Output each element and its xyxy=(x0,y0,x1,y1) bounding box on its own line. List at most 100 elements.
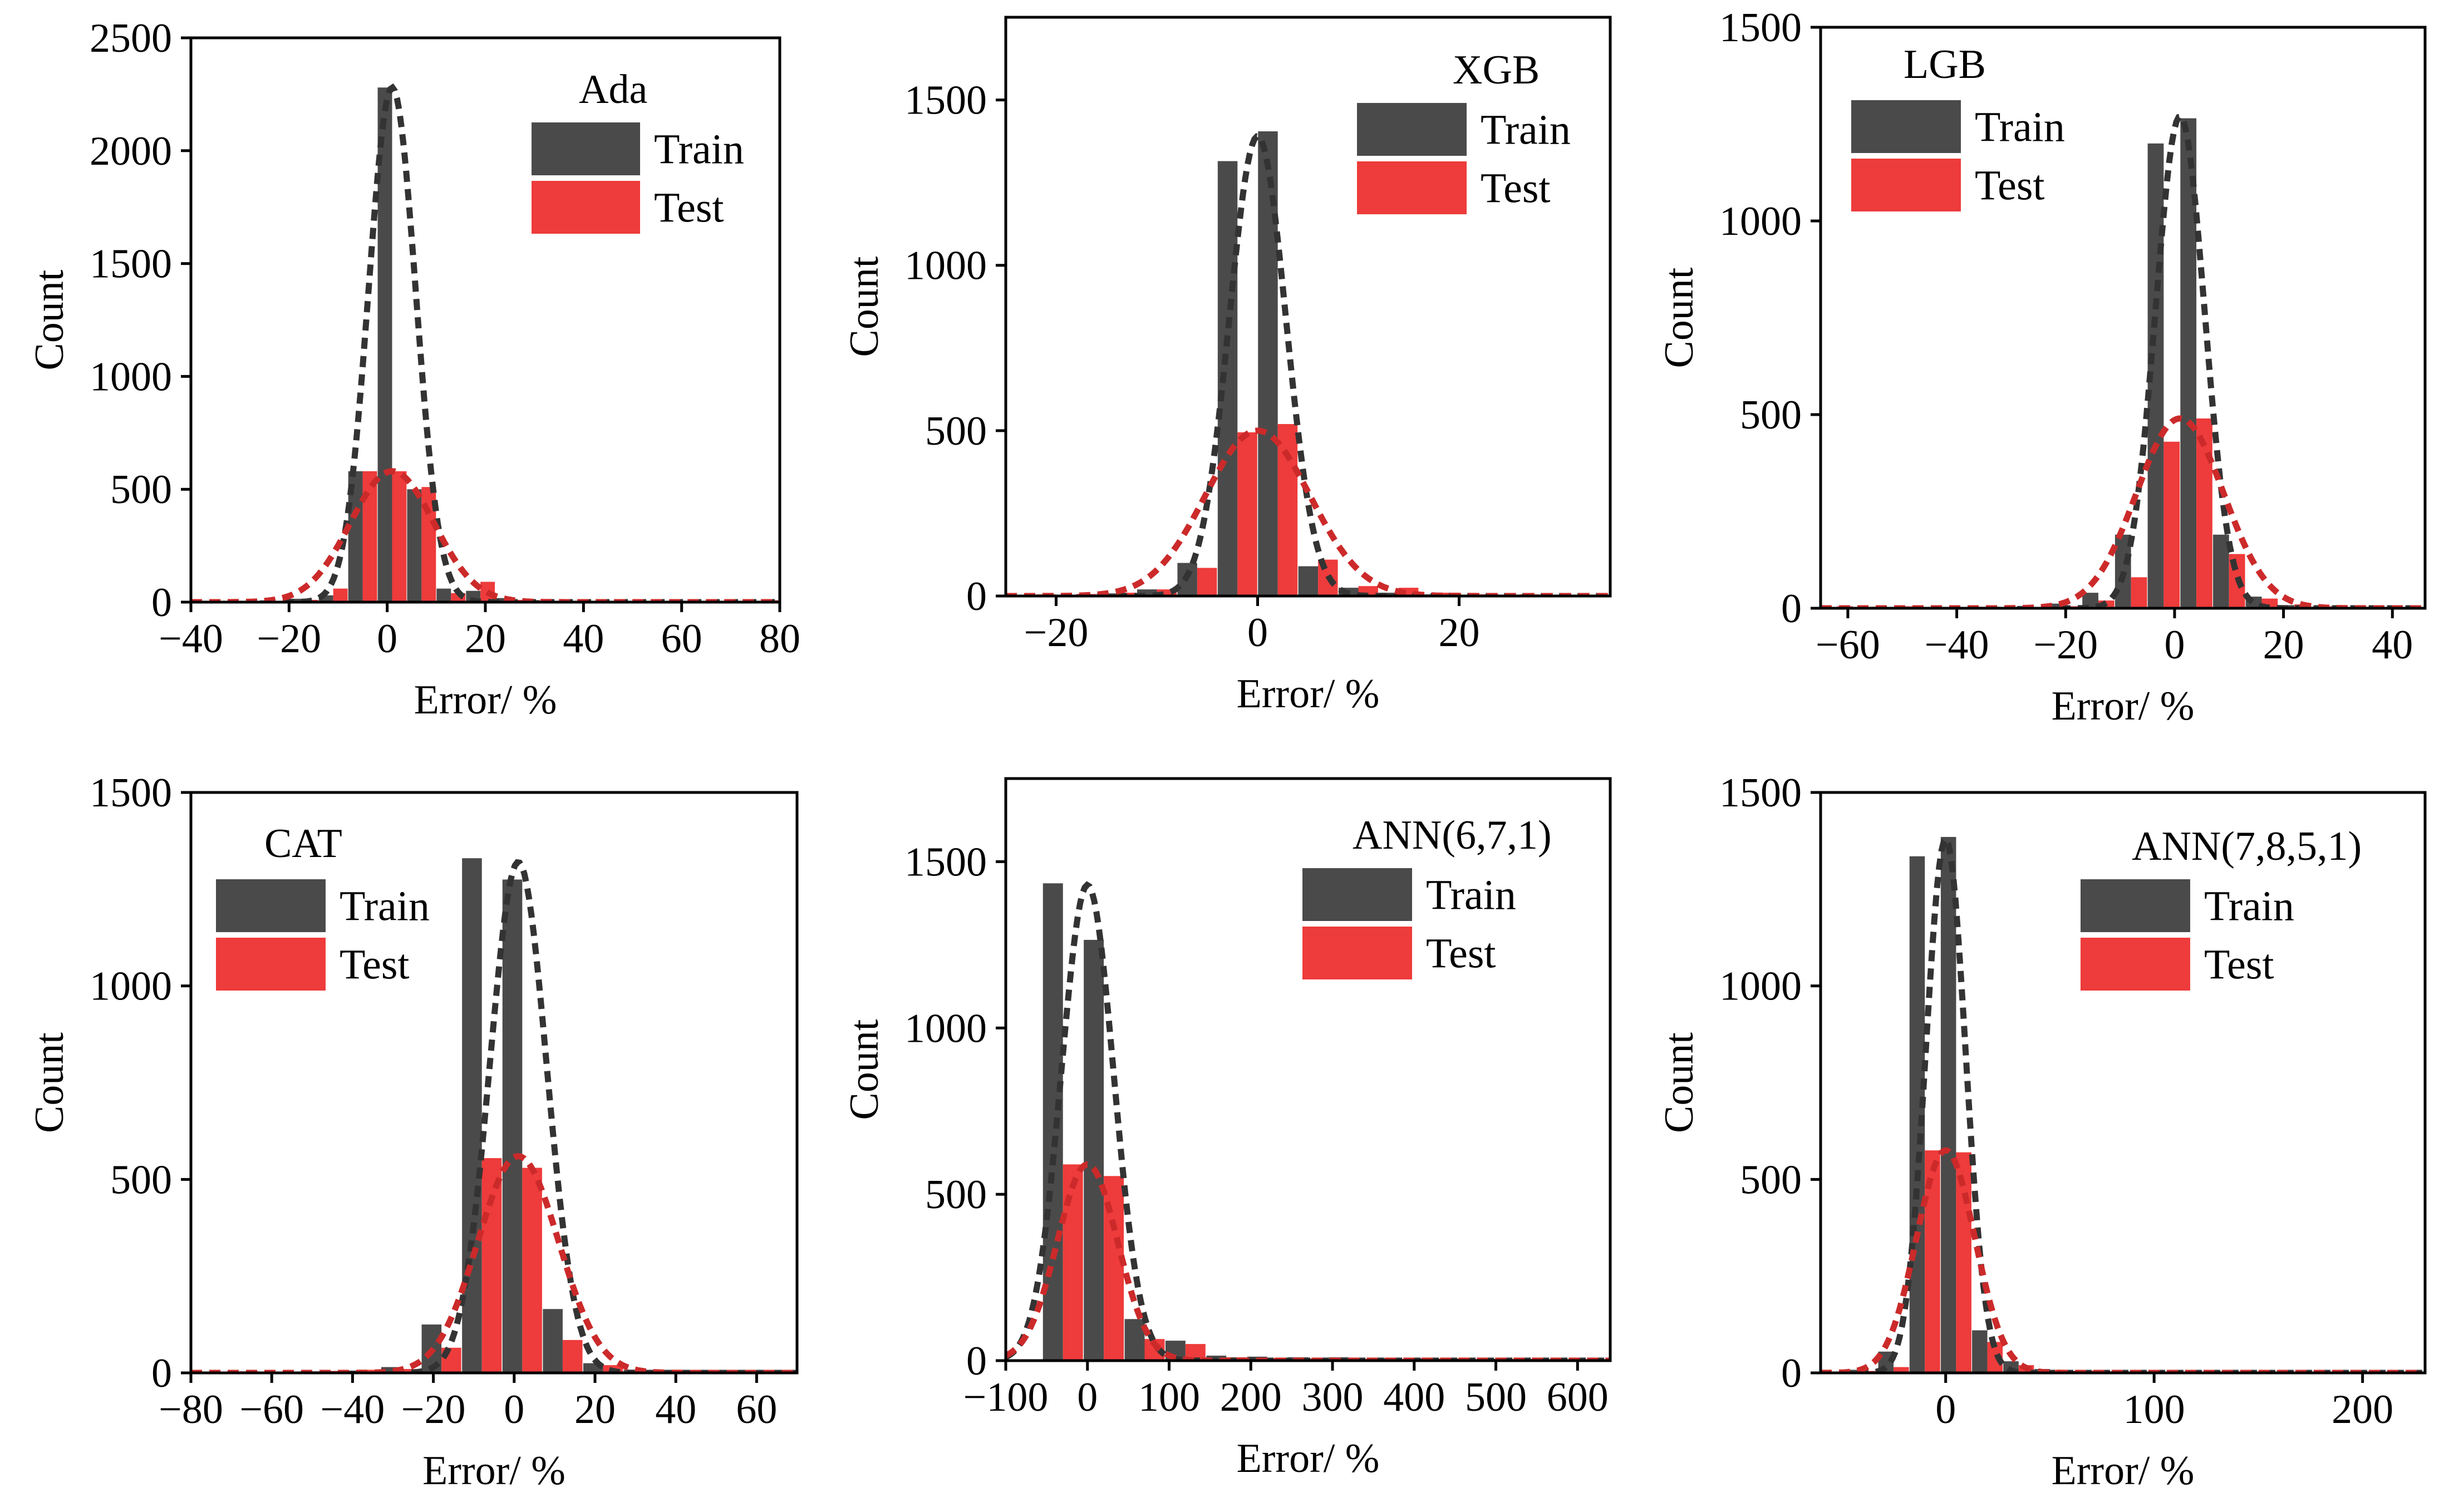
test-bar xyxy=(392,471,407,602)
test-bar xyxy=(333,588,348,602)
x-axis-label: Error/ % xyxy=(1237,671,1380,717)
train-bar xyxy=(1847,1370,1862,1373)
y-tick-label: 1500 xyxy=(904,78,987,124)
x-tick-label: 60 xyxy=(736,1387,777,1432)
train-legend-swatch xyxy=(216,879,326,932)
x-tick-label: 0 xyxy=(2164,622,2185,668)
x-tick-label: 0 xyxy=(1077,1375,1098,1420)
y-tick-label: 500 xyxy=(925,408,987,454)
train-legend-swatch xyxy=(2081,879,2190,932)
y-tick-label: 0 xyxy=(1781,1351,1802,1396)
x-tick-label: 100 xyxy=(1138,1375,1200,1420)
test-bar xyxy=(1956,1152,1971,1373)
x-tick-label: 200 xyxy=(2332,1387,2393,1432)
train-bar xyxy=(2180,118,2197,608)
y-tick-label: 1500 xyxy=(1719,770,1802,816)
train-bar xyxy=(407,489,422,602)
y-tick-label: 0 xyxy=(151,1351,172,1396)
test-fit-curve xyxy=(1821,1147,2425,1373)
y-tick-label: 0 xyxy=(966,574,987,619)
test-bar xyxy=(481,1158,502,1373)
test-bar xyxy=(2131,577,2147,608)
test-bar xyxy=(2163,441,2180,608)
test-bar xyxy=(1277,423,1298,596)
x-tick-label: −60 xyxy=(1816,622,1880,668)
axes-frame xyxy=(1819,26,2427,610)
chart-panel-4: −80 −60 −40 −20 0 20 40 60 0 500 1000 1500 Error/ % C… xyxy=(27,770,799,1494)
test-bar xyxy=(2196,418,2212,608)
x-tick-label: 100 xyxy=(2123,1387,2185,1432)
axes-frame xyxy=(189,791,799,1375)
y-tick-label: 1000 xyxy=(1719,199,1802,244)
x-axis-label: Error/ % xyxy=(2052,1448,2195,1494)
x-tick-label: 40 xyxy=(2372,622,2413,668)
train-bar xyxy=(1972,1330,1988,1373)
legend-title: CAT xyxy=(264,821,342,866)
plot-area xyxy=(1006,881,1610,1361)
axes-frame xyxy=(1004,777,1612,1362)
y-tick-label: 1000 xyxy=(904,1006,987,1051)
legend-title: ANN(7,8,5,1) xyxy=(2132,824,2362,869)
chart-panel-5: −100 0 100 200 300 400 500 600050010001500Error… xyxy=(842,777,1612,1481)
axes-frame xyxy=(1819,791,2427,1375)
x-tick-label: 300 xyxy=(1302,1375,1364,1420)
x-tick-label: −20 xyxy=(1024,610,1089,656)
y-tick-label: 1000 xyxy=(90,964,172,1009)
plot-area xyxy=(191,858,797,1373)
train-bar xyxy=(2049,603,2066,608)
train-bar xyxy=(436,588,451,602)
legend-title: LGB xyxy=(1904,42,1986,87)
x-axis-label: Error/ % xyxy=(422,1448,565,1494)
x-axis-label: Error/ % xyxy=(2052,683,2195,729)
y-tick-label: 500 xyxy=(110,467,172,513)
legend: ANN(6,7,1) Train Test xyxy=(1302,812,1552,979)
legend-title: XGB xyxy=(1453,47,1540,93)
chart-panel-1: −40 −20 0 20 40 60 80 0 500 1000 1500 2000 2500 Error… xyxy=(27,16,800,723)
train-fit-curve xyxy=(1821,834,2425,1373)
legend: CAT Train Test xyxy=(216,821,430,991)
test-bar xyxy=(1157,589,1177,596)
test-legend-label: Test xyxy=(1975,162,2045,209)
plot-area xyxy=(1006,131,1610,596)
axes-frame xyxy=(189,36,781,604)
test-bar xyxy=(1894,1367,1909,1373)
x-tick-label: −20 xyxy=(2033,622,2098,668)
train-bar xyxy=(1124,1319,1145,1361)
test-legend-label: Test xyxy=(1481,165,1551,212)
test-legend-swatch xyxy=(1851,159,1961,211)
x-tick-label: 0 xyxy=(377,616,397,662)
y-tick-label: 0 xyxy=(1781,586,1802,632)
x-axis-label: Error/ % xyxy=(414,677,557,723)
x-tick-label: 20 xyxy=(465,616,506,662)
x-tick-label: −40 xyxy=(321,1387,385,1432)
train-legend-label: Train xyxy=(340,883,430,930)
x-tick-label: 40 xyxy=(655,1387,696,1432)
x-tick-label: −80 xyxy=(159,1387,223,1432)
train-bar xyxy=(2213,534,2229,608)
x-tick-label: 20 xyxy=(2263,622,2304,668)
train-bar xyxy=(502,879,523,1373)
chart-panel-6: 0 100 200 0 500 1000 1500 Error/ % Count ANN(7,8,… xyxy=(1656,770,2427,1494)
test-legend-swatch xyxy=(532,181,640,234)
x-tick-label: −40 xyxy=(159,616,223,662)
x-tick-label: −100 xyxy=(963,1375,1049,1420)
x-axis-label: Error/ % xyxy=(1237,1436,1380,1481)
train-bar xyxy=(381,1367,401,1373)
y-tick-label: 0 xyxy=(966,1338,987,1384)
x-tick-label: 0 xyxy=(1935,1387,1956,1432)
train-bar xyxy=(1258,131,1278,596)
x-tick-label: 40 xyxy=(563,616,604,662)
chart-panel-3: −60 −40 −20 0 20 40 0 500 1000 1500 Error/ % Count L… xyxy=(1656,5,2427,729)
train-legend-swatch xyxy=(1302,868,1412,921)
train-bar xyxy=(1379,593,1399,596)
legend-title: ANN(6,7,1) xyxy=(1353,812,1552,858)
x-tick-label: 400 xyxy=(1383,1375,1445,1420)
train-bar xyxy=(1084,939,1104,1361)
test-bar xyxy=(1439,593,1459,596)
test-legend-label: Test xyxy=(340,942,410,988)
train-bar xyxy=(1909,856,1925,1373)
test-fit-curve xyxy=(1006,427,1610,596)
y-axis-label: Count xyxy=(1656,1032,1702,1133)
